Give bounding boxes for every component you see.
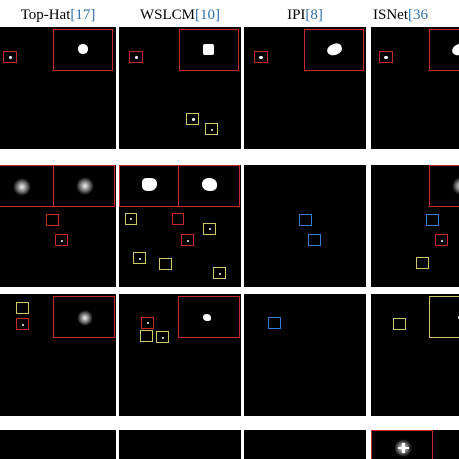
target-dot <box>147 322 149 324</box>
result-panel-row4-isnet <box>371 430 459 459</box>
target-blob <box>450 41 459 58</box>
detection-box <box>55 234 68 246</box>
citation-ref: [17] <box>70 7 96 23</box>
missed-target-box <box>268 317 281 329</box>
result-panel-row4-ipi <box>244 430 366 459</box>
false-alarm-dot <box>219 273 221 275</box>
false-alarm-box <box>393 318 406 330</box>
target-blob <box>203 44 214 55</box>
detection-box <box>435 234 448 246</box>
result-panel-row2-wslcm <box>119 165 241 287</box>
detection-box <box>46 214 59 226</box>
method-name: Top-Hat <box>20 7 71 23</box>
result-panel-row1-isnet <box>371 27 459 149</box>
method-name: IPI <box>287 7 306 23</box>
false-alarm-dot <box>139 258 141 260</box>
false-alarm-dot <box>192 118 195 121</box>
result-panel-row1-tophat <box>0 27 116 149</box>
detection-box <box>254 51 268 63</box>
column-header-tophat: Top-Hat[17] <box>0 4 116 26</box>
false-alarm-dot <box>162 337 164 339</box>
target-dot <box>384 56 388 59</box>
false-alarm-dot <box>130 218 132 220</box>
column-header-isnet: ISNet[36 <box>371 4 459 26</box>
result-panel-row2-tophat <box>0 165 116 287</box>
result-panel-row2-isnet <box>371 165 459 287</box>
false-alarm-box <box>213 267 226 279</box>
target-glow <box>13 178 31 196</box>
target-dot <box>187 240 189 242</box>
false-alarm-box <box>416 257 429 269</box>
target-blob <box>325 41 344 58</box>
false-alarm-box <box>159 258 172 270</box>
target-dot <box>259 56 263 59</box>
zoom-inset <box>179 29 239 71</box>
target-glow <box>76 177 94 195</box>
detection-box <box>16 318 29 330</box>
method-name: ISNet <box>373 7 408 23</box>
zoom-inset <box>0 165 54 207</box>
detection-box <box>181 234 194 246</box>
detection-box <box>129 51 143 63</box>
method-name: WSLCM <box>139 7 195 23</box>
result-panel-row3-wslcm <box>119 294 241 416</box>
target-glow <box>77 310 93 326</box>
detection-box <box>172 213 184 225</box>
column-header-wslcm: WSLCM[10] <box>119 4 241 26</box>
result-panel-row3-ipi <box>244 294 366 416</box>
target-blob <box>78 44 88 54</box>
result-panel-row4-wslcm <box>119 430 241 459</box>
false-alarm-box <box>203 223 216 235</box>
false-alarm-box <box>133 252 146 264</box>
missed-target-box <box>299 214 312 226</box>
result-panel-row3-tophat <box>0 294 116 416</box>
target-blob <box>203 314 211 321</box>
column-header-ipi: IPI[8] <box>244 4 366 26</box>
target-dot <box>441 240 443 242</box>
zoom-inset <box>53 296 115 338</box>
detection-box <box>379 51 393 63</box>
false-alarm-dot <box>211 129 213 131</box>
false-alarm-box <box>205 123 218 135</box>
zoom-inset <box>53 165 115 207</box>
result-panel-row3-isnet <box>371 294 459 416</box>
target-dot <box>135 56 138 59</box>
target-dot <box>9 56 12 59</box>
zoom-inset <box>304 29 364 71</box>
false-alarm-box <box>125 213 137 225</box>
missed-target-box <box>308 234 321 246</box>
false-alarm-box <box>140 330 153 342</box>
missed-target-box <box>426 214 439 226</box>
result-panel-row4-tophat <box>0 430 116 459</box>
false-alarm-box <box>186 113 199 125</box>
result-panel-row2-ipi <box>244 165 366 287</box>
zoom-inset <box>429 29 459 71</box>
result-panel-row1-wslcm <box>119 27 241 149</box>
false-alarm-box <box>156 331 169 343</box>
target-blob <box>142 178 157 191</box>
zoom-inset <box>53 29 113 71</box>
false-alarm-box <box>16 302 29 314</box>
detection-box <box>141 317 154 329</box>
citation-ref: [10] <box>195 7 220 23</box>
target-glow <box>452 177 459 195</box>
zoom-inset <box>178 296 240 338</box>
target-dot <box>61 240 63 242</box>
zoom-inset <box>119 165 179 207</box>
zoom-inset <box>178 165 240 207</box>
zoom-inset <box>371 430 433 459</box>
target-dot <box>22 324 24 326</box>
target-blob <box>202 178 217 191</box>
target-blob <box>398 447 409 449</box>
result-panel-row1-ipi <box>244 27 366 149</box>
citation-ref: [36 <box>408 7 428 23</box>
false-alarm-dot <box>209 228 211 230</box>
citation-ref: [8] <box>305 7 323 23</box>
detection-box <box>3 51 17 63</box>
zoom-inset <box>429 165 459 207</box>
zoom-inset <box>429 296 459 338</box>
